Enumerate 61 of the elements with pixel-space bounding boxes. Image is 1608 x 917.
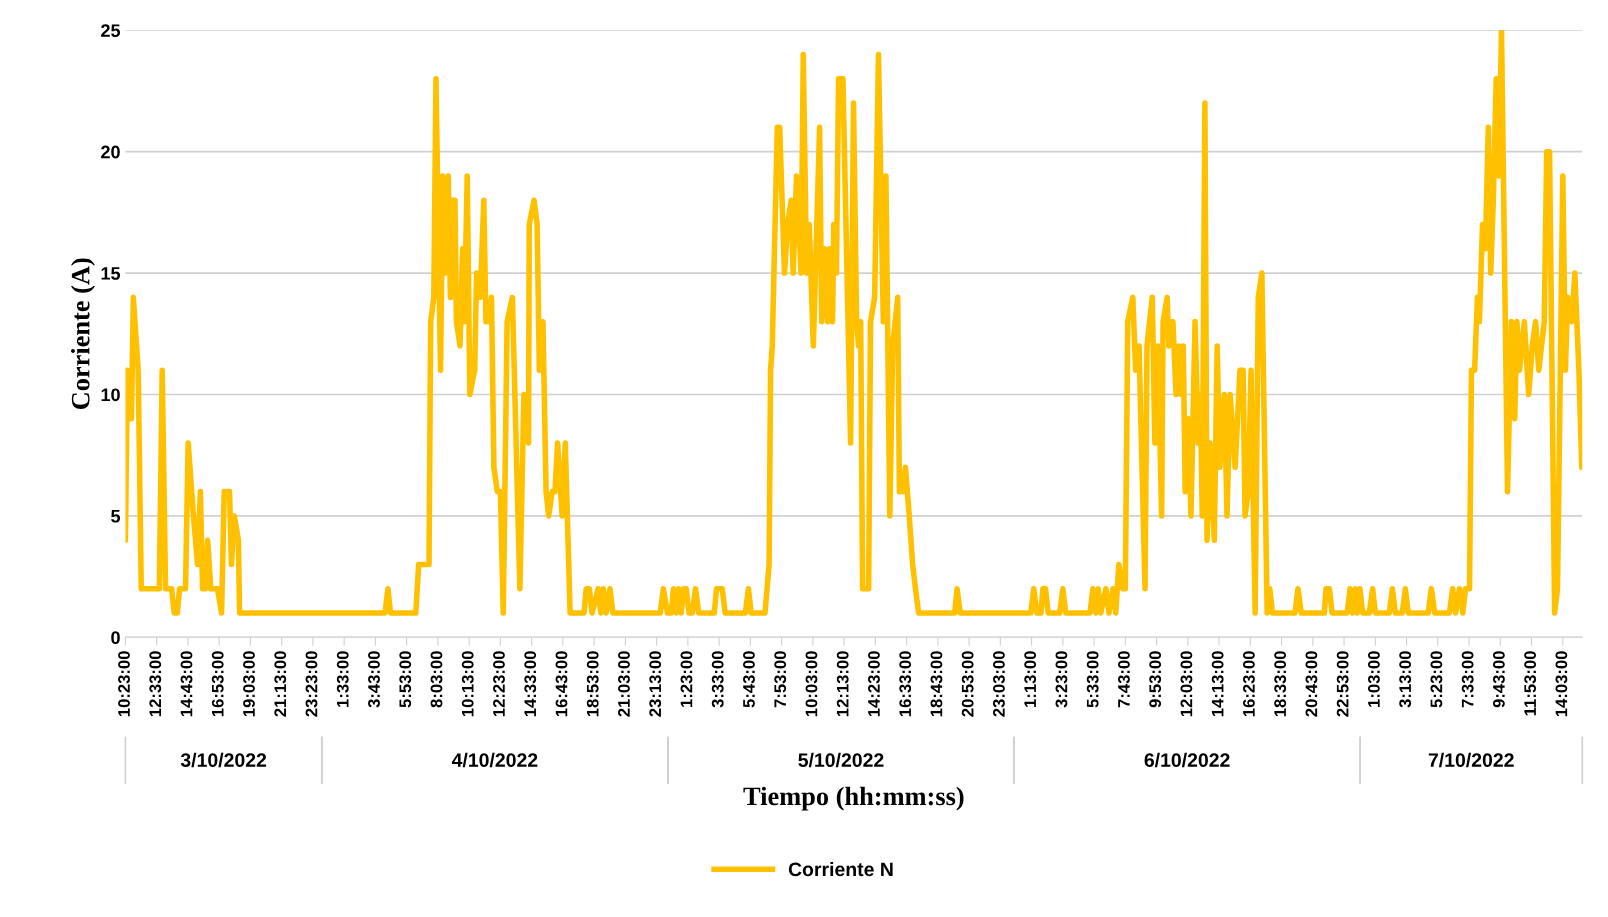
x-tick-label: 12:13:00: [836, 651, 849, 717]
x-tick-label: 10:03:00: [805, 651, 818, 717]
x-tick-label: 14:43:00: [180, 651, 193, 717]
text: 5/10/2022: [798, 752, 884, 768]
x-tick-label: 22:53:00: [1336, 651, 1349, 717]
y-tick-label: 25: [101, 24, 121, 37]
text: 6/10/2022: [1144, 752, 1230, 768]
x-tick-label: 12:23:00: [493, 651, 505, 717]
x-tick-label: 23:03:00: [993, 651, 1005, 717]
y-tick-label: 20: [101, 145, 120, 159]
x-tick-label: 10:23:00: [118, 651, 130, 717]
x-tick-label: 9:43:00: [1492, 651, 1505, 708]
text: 3/10/2022: [180, 752, 267, 768]
text: 7/10/2022: [1428, 752, 1514, 768]
y-tick-label: 10: [101, 388, 120, 402]
x-tick-label: 16:33:00: [899, 651, 912, 717]
x-tick-label: 10:13:00: [461, 651, 474, 717]
y-tick-label: 15: [101, 267, 121, 280]
x-tick-label: 20:53:00: [961, 651, 974, 717]
y-tick-label: 0: [111, 631, 120, 645]
x-tick-label: 3:23:00: [1055, 651, 1068, 708]
x-tick-label: 23:23:00: [305, 651, 318, 717]
x-tick-label: 18:43:00: [930, 651, 943, 717]
x-tick-label: 9:53:00: [1149, 651, 1162, 708]
x-tick-label: 11:53:00: [1524, 651, 1537, 716]
x-tick-label: 20:43:00: [1305, 651, 1318, 717]
x-tick-label: 14:03:00: [1555, 651, 1568, 717]
x-tick-label: 1:33:00: [336, 651, 349, 707]
x-tick-label: 16:53:00: [211, 651, 224, 717]
x-tick-label: 7:53:00: [774, 651, 787, 708]
x-tick-label: 19:03:00: [243, 651, 255, 717]
x-tick-label: 7:33:00: [1461, 651, 1474, 708]
x-tick-label: 14:13:00: [1211, 651, 1224, 717]
x-tick-label: 5:43:00: [743, 651, 755, 708]
x-tick-label: 21:13:00: [274, 651, 287, 717]
x-tick-label: 3:33:00: [711, 651, 724, 708]
y-axis-title: Corriente (A): [70, 258, 95, 410]
x-axis-title: Tiempo (hh:mm:ss): [743, 786, 964, 811]
x-tick-label: 16:43:00: [555, 651, 568, 717]
x-tick-label: 8:03:00: [430, 651, 443, 708]
x-tick-label: 14:23:00: [868, 651, 880, 717]
x-tick-label: 1:23:00: [680, 651, 693, 707]
x-tick-label: 3:13:00: [1399, 651, 1412, 708]
x-tick-label: 12:33:00: [149, 651, 162, 717]
y-tick-label: 5: [111, 510, 121, 523]
text: 4/10/2022: [451, 752, 538, 768]
x-tick-label: 21:03:00: [618, 651, 630, 717]
x-tick-label: 16:23:00: [1243, 651, 1255, 717]
x-tick-label: 14:33:00: [524, 651, 537, 717]
x-tick-label: 3:43:00: [368, 651, 380, 708]
x-tick-label: 18:53:00: [586, 651, 599, 717]
legend-label: Corriente N: [788, 861, 893, 877]
x-tick-label: 23:13:00: [649, 651, 662, 717]
x-tick-label: 5:33:00: [1086, 651, 1099, 708]
x-tick-label: 12:03:00: [1180, 651, 1193, 717]
x-tick-label: 7:43:00: [1118, 651, 1130, 708]
x-tick-label: 1:03:00: [1367, 651, 1380, 707]
x-tick-label: 5:53:00: [399, 651, 412, 708]
x-tick-label: 1:13:00: [1024, 651, 1037, 707]
x-tick-label: 5:23:00: [1430, 651, 1443, 708]
x-tick-label: 18:33:00: [1274, 651, 1287, 717]
